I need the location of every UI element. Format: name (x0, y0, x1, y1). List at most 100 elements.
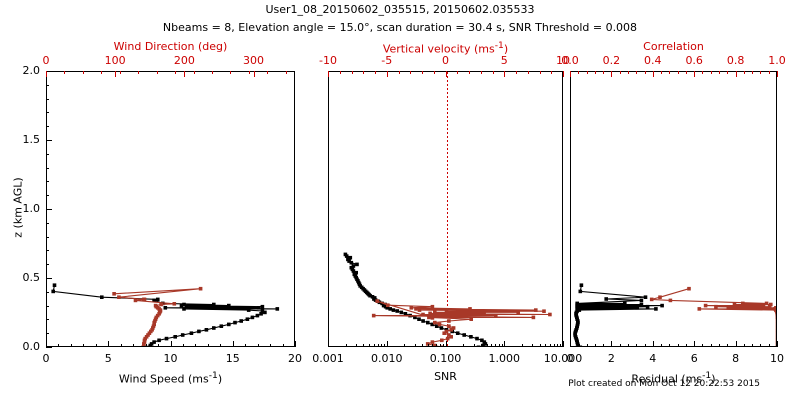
x-axis-minor-tick (702, 344, 704, 347)
top-axis-minor-tick (138, 71, 140, 74)
top-axis-minor-tick (727, 71, 729, 74)
x-axis-minor-tick (133, 344, 135, 347)
figure-footer: Plot created on Mon Oct 12 20:22:53 2015 (568, 379, 760, 389)
x-axis-minor-tick (232, 344, 234, 347)
data-point (260, 304, 265, 309)
x-axis-label: Wind Speed (ms-1) (118, 370, 223, 386)
x-axis-minor-tick (195, 344, 197, 347)
series-line (651, 288, 776, 312)
data-point (451, 326, 456, 330)
data-point (714, 304, 718, 309)
data-point (449, 335, 453, 339)
y-axis-minor-tick (46, 209, 49, 210)
data-point (437, 322, 442, 327)
data-point (388, 307, 392, 311)
data-point (346, 257, 350, 262)
top-axis-label: Wind Direction (deg) (113, 40, 228, 53)
x-axis-minor-tick (557, 344, 559, 347)
series-line (344, 254, 487, 346)
x-axis-minor-tick (743, 344, 745, 347)
y-axis-tick-label: 2.0 (22, 64, 41, 77)
x-axis-tick-label: 0.010 (371, 352, 403, 365)
data-point (482, 311, 486, 316)
data-series-2 (112, 286, 203, 346)
series-layer (573, 283, 776, 346)
top-axis-minor-tick (193, 71, 195, 74)
top-axis-minor-tick (64, 71, 66, 74)
data-point (697, 307, 702, 311)
data-point (133, 298, 138, 303)
data-point (395, 309, 399, 313)
data-point (425, 342, 430, 346)
top-axis-tick-label: 1.0 (768, 54, 786, 67)
y-axis-minor-tick (46, 291, 49, 293)
x-axis-minor-tick (661, 344, 663, 347)
x-axis-tick-label: 2 (607, 352, 615, 365)
data-point (414, 307, 418, 311)
top-axis-minor-tick (702, 71, 704, 74)
x-axis-minor-tick (560, 344, 562, 347)
x-axis-minor-tick (207, 344, 209, 347)
x-axis-tick-label: 0.001 (312, 352, 344, 365)
data-point (157, 338, 161, 343)
top-axis-minor-tick (611, 71, 613, 74)
top-axis-minor-tick (586, 71, 588, 74)
top-axis-minor-tick (594, 71, 596, 74)
top-axis-tick-mark (328, 71, 329, 77)
x-axis-minor-tick (760, 344, 762, 347)
y-axis-minor-tick (46, 167, 49, 169)
top-axis-minor-tick (398, 71, 400, 74)
top-axis-minor-tick (339, 71, 341, 74)
x-axis-minor-tick (498, 344, 500, 347)
x-axis-label: Residual (ms-1) (631, 370, 716, 386)
data-point (434, 324, 439, 328)
top-axis-minor-tick (669, 71, 671, 74)
data-point (575, 322, 580, 327)
y-axis-minor-tick (46, 264, 49, 266)
data-point (184, 304, 189, 309)
y-axis-minor-tick (46, 236, 49, 238)
top-axis-minor-tick (328, 71, 329, 74)
x-axis-minor-tick (480, 344, 482, 347)
y-axis-minor-tick (46, 71, 49, 72)
data-point (255, 313, 260, 318)
top-axis-minor-tick (469, 71, 470, 74)
data-series-1 (573, 283, 664, 346)
data-point (577, 308, 582, 312)
x-axis-minor-tick (553, 344, 555, 347)
top-axis-minor-tick (422, 71, 423, 74)
data-point (182, 302, 186, 307)
x-axis-minor-tick (570, 344, 571, 347)
plot-panel-2 (328, 71, 563, 347)
data-point (476, 345, 481, 346)
x-axis-tick-label: 5 (104, 352, 112, 365)
data-point (52, 283, 57, 287)
y-axis-tick-label: 1.0 (22, 202, 41, 215)
data-point (182, 307, 186, 311)
data-point (447, 333, 451, 337)
data-point (233, 320, 237, 325)
data-point (142, 342, 146, 346)
y-axis-minor-tick (46, 112, 49, 114)
top-axis-tick-mark (694, 71, 696, 77)
data-point (386, 303, 390, 307)
top-axis-minor-tick (492, 71, 494, 74)
y-axis-minor-tick (46, 222, 49, 224)
top-axis-tick-label: 0 (42, 54, 50, 67)
data-series-2 (371, 299, 552, 346)
x-axis-minor-tick (442, 344, 444, 347)
x-axis-minor-tick (369, 344, 371, 347)
x-axis-minor-tick (170, 344, 172, 347)
data-point (142, 297, 147, 302)
x-axis-minor-tick (108, 344, 110, 347)
x-axis-minor-tick (463, 344, 465, 347)
y-axis-minor-tick (46, 98, 49, 100)
top-axis-minor-tick (363, 71, 365, 74)
data-point (516, 310, 520, 315)
top-axis-label: Vertical velocity (ms-1) (382, 40, 509, 56)
top-axis-tick-mark (777, 71, 778, 77)
data-point (658, 295, 662, 299)
x-axis-minor-tick (356, 344, 358, 347)
y-axis-minor-tick (46, 153, 49, 155)
top-axis-minor-tick (777, 71, 778, 74)
